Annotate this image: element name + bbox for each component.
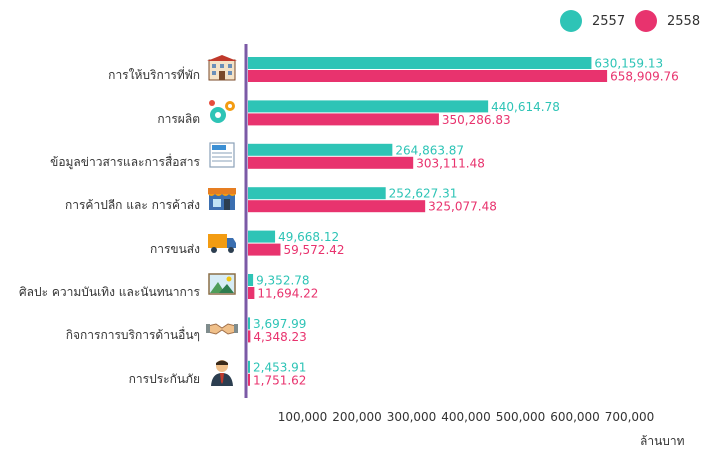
x-tick-label: 300,000 (387, 410, 437, 424)
data-label-2557: 2,453.91 (253, 360, 306, 374)
truck-icon (208, 234, 236, 253)
data-label-2558: 325,077.48 (428, 200, 497, 214)
legend-swatch-2557 (560, 10, 582, 32)
data-label-2558: 11,694.22 (257, 287, 318, 301)
data-label-2558: 658,909.76 (610, 70, 679, 84)
data-label-2557: 49,668.12 (278, 230, 339, 244)
category-label: กิจการการบริการด้านอื่นๆ (65, 328, 200, 342)
gears-icon (209, 100, 235, 123)
landscape-picture-icon (208, 273, 236, 295)
data-label-2558: 1,751.62 (253, 373, 306, 387)
data-label-2558: 350,286.83 (442, 113, 511, 127)
bar-2557 (248, 100, 489, 113)
category-label: การให้บริการที่พัก (108, 68, 200, 82)
bar-2557 (248, 360, 250, 373)
data-label-2558: 303,111.48 (416, 156, 485, 170)
bar-2558 (248, 373, 250, 386)
x-tick-label: 700,000 (605, 410, 655, 424)
bar-2558 (248, 287, 255, 299)
x-tick-label: 400,000 (441, 410, 491, 424)
bar-2558 (248, 70, 608, 82)
data-label-2557: 630,159.13 (594, 57, 663, 71)
data-label-2557: 9,352.78 (256, 274, 309, 288)
bar-2557 (248, 274, 254, 286)
x-tick-label: 200,000 (332, 410, 382, 424)
bar-2558 (248, 200, 426, 213)
bar-2558 (248, 113, 439, 126)
bar-2557 (248, 230, 276, 243)
x-tick-label: 100,000 (278, 410, 328, 424)
bar-2557 (248, 57, 592, 69)
legend-swatch-2558 (635, 10, 657, 32)
category-label: การค้าปลีก และ การค้าส่ง (64, 198, 200, 212)
category-label: ข้อมูลข่าวสารและการสื่อสาร (50, 155, 200, 169)
legend-label-2557: 2557 (592, 13, 626, 29)
x-axis-label: ล้านบาท (640, 434, 685, 448)
data-label-2558: 4,348.23 (253, 330, 306, 344)
legend-label-2558: 2558 (667, 13, 701, 29)
data-label-2557: 252,627.31 (389, 187, 458, 201)
bar-2557 (248, 187, 386, 200)
category-label: การผลิต (157, 112, 200, 126)
bar-2558 (248, 243, 281, 256)
category-label: การประกันภัย (128, 372, 200, 386)
bar-2558 (248, 330, 251, 343)
data-label-2558: 59,572.42 (283, 243, 344, 257)
x-tick-label: 600,000 (550, 410, 600, 424)
legend-item-2558: 2558 (635, 10, 700, 32)
bar-2557 (248, 143, 393, 156)
legend-item-2557: 2557 (560, 10, 625, 32)
storefront-icon (208, 188, 236, 210)
newspaper-icon (209, 142, 235, 168)
businessman-icon (211, 360, 233, 386)
handshake-icon (206, 323, 238, 335)
x-tick-label: 500,000 (496, 410, 546, 424)
bar-2557 (248, 317, 251, 330)
category-label: ศิลปะ ความบันเทิง และนันทนาการ (18, 285, 200, 299)
data-label-2557: 440,614.78 (491, 100, 560, 114)
data-label-2557: 3,697.99 (253, 317, 306, 331)
bar-2558 (248, 156, 414, 169)
data-label-2557: 264,863.87 (395, 143, 464, 157)
hotel-icon (207, 55, 237, 81)
category-label: การขนส่ง (149, 242, 200, 256)
